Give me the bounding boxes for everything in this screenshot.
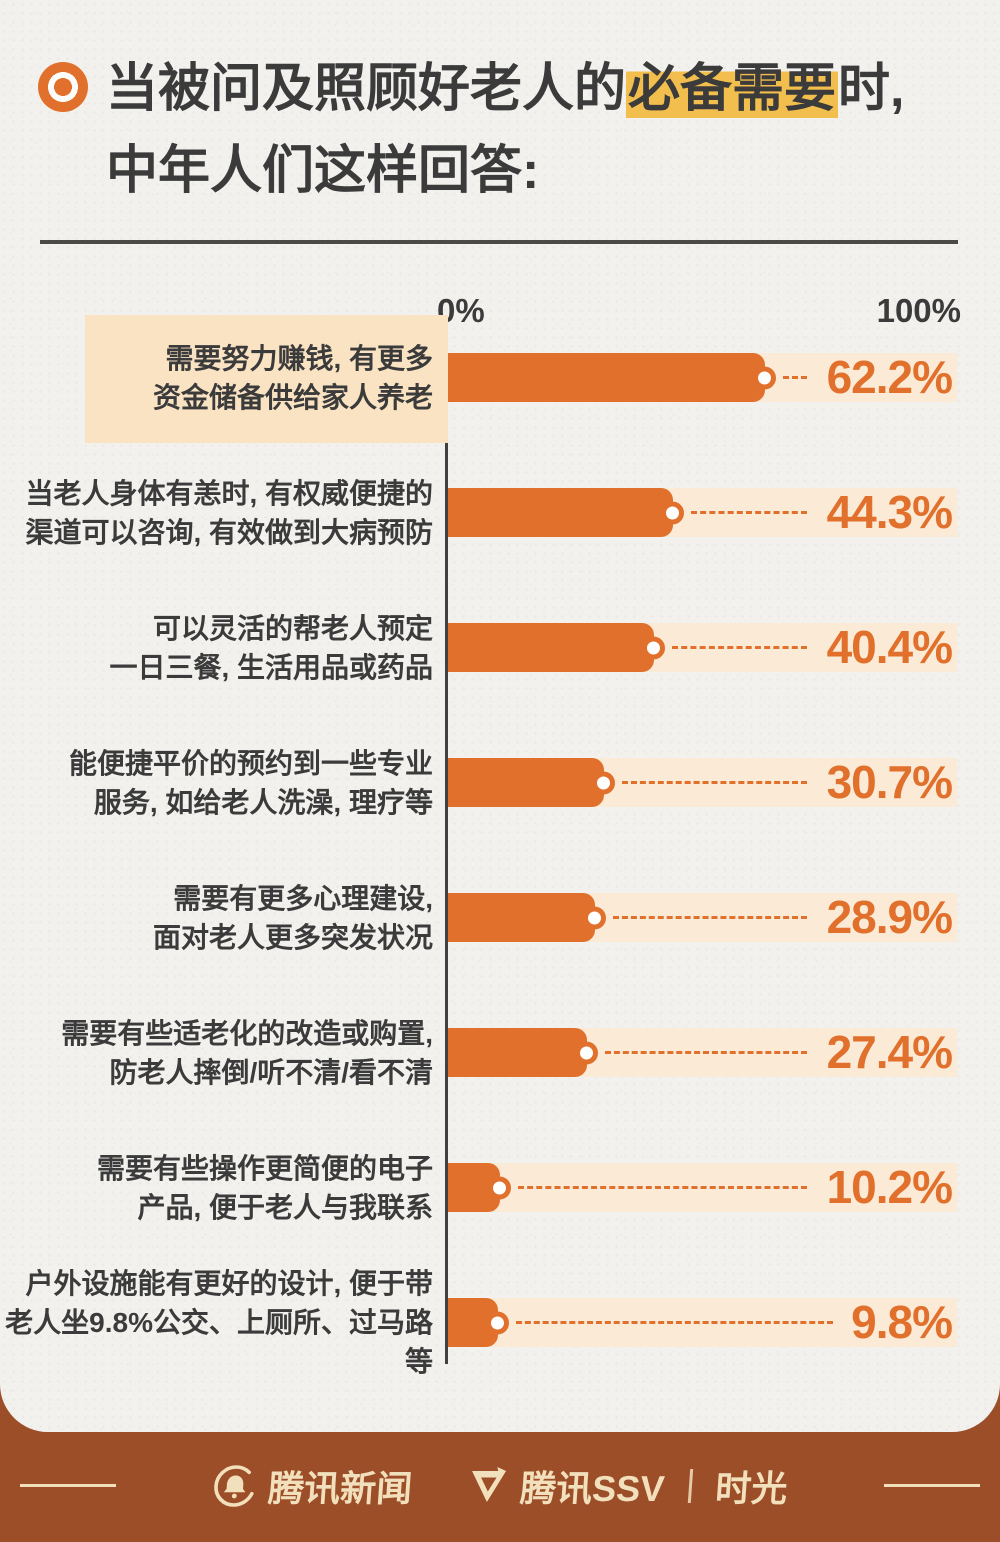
- value-label: 62.2%: [826, 350, 953, 403]
- title-highlight: 必备需要: [626, 60, 839, 118]
- leader-line: [691, 510, 807, 514]
- category-label-line1: 需要努力赚钱, 有更多: [165, 342, 433, 374]
- tencent-ssv-label: 腾讯SSV: [518, 1468, 666, 1509]
- bar-endpoint-dot: [661, 501, 685, 524]
- title-divider: [40, 240, 958, 244]
- title-line1-before: 当被问及照顾好老人的: [106, 60, 627, 118]
- category-label: 需要努力赚钱, 有更多 资金储备供给家人养老: [0, 310, 433, 445]
- bar-row: 需要有些操作更简便的电子 产品, 便于老人与我联系 10.2%: [0, 1120, 1000, 1255]
- bar-row: 能便捷平价的预约到一些专业 服务, 如给老人洗澡, 理疗等 30.7%: [0, 715, 1000, 850]
- bar: [448, 1028, 599, 1077]
- shiguang-label: 时光: [713, 1468, 789, 1509]
- bar-endpoint-dot: [487, 1176, 511, 1199]
- value-label: 27.4%: [826, 1025, 953, 1078]
- footer-right-rule: [884, 1484, 980, 1487]
- bar-row: 可以灵活的帮老人预定 一日三餐, 生活用品或药品 40.4%: [0, 580, 1000, 715]
- category-label: 可以灵活的帮老人预定 一日三餐, 生活用品或药品: [0, 580, 433, 715]
- bar: [448, 488, 685, 537]
- bar-row: 需要有些适老化的改造或购置, 防老人摔倒/听不清/看不清 27.4%: [0, 985, 1000, 1120]
- bar-endpoint-dot: [641, 636, 665, 659]
- category-label-line1: 可以灵活的帮老人预定: [152, 612, 433, 644]
- axis-max-label: 100%: [876, 292, 961, 329]
- category-label-line2: 防老人摔倒/听不清/看不清: [109, 1056, 433, 1088]
- bullseye-icon: [38, 62, 88, 112]
- value-label: 10.2%: [826, 1160, 953, 1213]
- category-label-line1: 户外设施能有更好的设计, 便于带: [25, 1268, 433, 1299]
- axis-line: [445, 344, 448, 1364]
- bar-endpoint-dot: [592, 771, 616, 794]
- bar-row: 户外设施能有更好的设计, 便于带 老人坐9.8%公交、上厕所、过马路等 9.8%: [0, 1255, 1000, 1390]
- bar-row: 需要有更多心理建设, 面对老人更多突发状况 28.9%: [0, 850, 1000, 985]
- bar: [448, 623, 665, 672]
- bar-track: 10.2%: [448, 1160, 957, 1212]
- category-label: 户外设施能有更好的设计, 便于带 老人坐9.8%公交、上厕所、过马路等: [0, 1255, 433, 1390]
- category-label: 需要有些适老化的改造或购置, 防老人摔倒/听不清/看不清: [0, 985, 433, 1120]
- value-label: 30.7%: [826, 755, 953, 808]
- leader-line: [515, 1320, 833, 1324]
- footer-left-rule: [20, 1484, 116, 1487]
- bar-endpoint-dot: [575, 1041, 599, 1064]
- ssv-triangle-icon: [472, 1467, 507, 1502]
- paper-card: 当被问及照顾好老人的必备需要时, 中年人们这样回答: 0% 100% 需要努力赚…: [0, 0, 1000, 1432]
- bar-chart: 0% 100% 需要努力赚钱, 有更多 资金储备供给家人养老 62.2% 当老人…: [0, 290, 1000, 1400]
- page-title: 当被问及照顾好老人的必备需要时, 中年人们这样回答:: [106, 48, 904, 212]
- leader-line: [517, 1185, 807, 1189]
- category-label-line2: 面对老人更多突发状况: [152, 921, 433, 953]
- category-label-line1: 当老人身体有恙时, 有权威便捷的: [25, 477, 433, 509]
- bar-track: 40.4%: [448, 620, 957, 672]
- bar-rows: 需要努力赚钱, 有更多 资金储备供给家人养老 62.2% 当老人身体有恙时, 有…: [0, 310, 1000, 1390]
- bar: [448, 1163, 511, 1212]
- value-label: 40.4%: [826, 620, 953, 673]
- bar: [448, 1298, 509, 1347]
- category-label-line2: 资金储备供给家人养老: [152, 381, 433, 413]
- header: 当被问及照顾好老人的必备需要时, 中年人们这样回答:: [38, 48, 904, 212]
- tencent-news-label: 腾讯新闻: [266, 1468, 414, 1509]
- bar-track: 30.7%: [448, 755, 957, 807]
- bar: [448, 758, 616, 807]
- value-label: 28.9%: [826, 890, 953, 943]
- category-label-line1: 需要有更多心理建设,: [173, 882, 433, 914]
- leader-line: [622, 780, 807, 784]
- footer: 腾讯新闻 腾讯SSV 时光: [0, 1430, 1000, 1542]
- category-label-line1: 需要有些操作更简便的电子: [96, 1152, 433, 1184]
- bar-endpoint-dot: [485, 1311, 509, 1334]
- title-line2: 中年人们这样回答:: [106, 142, 540, 200]
- bar-endpoint-dot: [752, 366, 776, 389]
- bar-row: 需要努力赚钱, 有更多 资金储备供给家人养老 62.2%: [0, 310, 1000, 445]
- value-label: 44.3%: [826, 485, 953, 538]
- title-line1-after: 时,: [838, 60, 905, 118]
- category-label-line2: 服务, 如给老人洗澡, 理疗等: [93, 786, 433, 818]
- brand-bar: 腾讯新闻 腾讯SSV 时光: [0, 1430, 1000, 1542]
- tencent-ssv-logo: 腾讯SSV: [465, 1460, 667, 1512]
- category-label: 需要有些操作更简便的电子 产品, 便于老人与我联系: [0, 1120, 433, 1255]
- bar-row: 当老人身体有恙时, 有权威便捷的 渠道可以咨询, 有效做到大病预防 44.3%: [0, 445, 1000, 580]
- bar: [448, 893, 607, 942]
- leader-line: [613, 915, 807, 919]
- category-label-line1: 能便捷平价的预约到一些专业: [68, 747, 433, 779]
- tencent-news-logo: 腾讯新闻: [211, 1460, 415, 1512]
- brand-separator: [687, 1469, 693, 1503]
- category-label-line2: 产品, 便于老人与我联系: [137, 1191, 433, 1223]
- leader-line: [605, 1050, 807, 1054]
- bar: [448, 353, 776, 402]
- bell-circle-icon: [214, 1465, 257, 1507]
- category-label: 能便捷平价的预约到一些专业 服务, 如给老人洗澡, 理疗等: [0, 715, 433, 850]
- bar-track: 28.9%: [448, 890, 957, 942]
- category-label-line1: 需要有些适老化的改造或购置,: [61, 1017, 433, 1049]
- bar-track: 62.2%: [448, 350, 957, 402]
- bar-track: 9.8%: [448, 1295, 957, 1347]
- category-label-line2: 一日三餐, 生活用品或药品: [109, 651, 433, 683]
- leader-line: [671, 645, 807, 649]
- category-label-line2: 老人坐9.8%公交、上厕所、过马路等: [5, 1307, 433, 1377]
- bar-track: 27.4%: [448, 1025, 957, 1077]
- value-label: 9.8%: [851, 1295, 953, 1348]
- leader-line: [782, 375, 807, 379]
- bar-endpoint-dot: [583, 906, 607, 929]
- category-label: 当老人身体有恙时, 有权威便捷的 渠道可以咨询, 有效做到大病预防: [0, 445, 433, 580]
- bar-track: 44.3%: [448, 485, 957, 537]
- category-label: 需要有更多心理建设, 面对老人更多突发状况: [0, 850, 433, 985]
- category-label-line2: 渠道可以咨询, 有效做到大病预防: [25, 516, 433, 548]
